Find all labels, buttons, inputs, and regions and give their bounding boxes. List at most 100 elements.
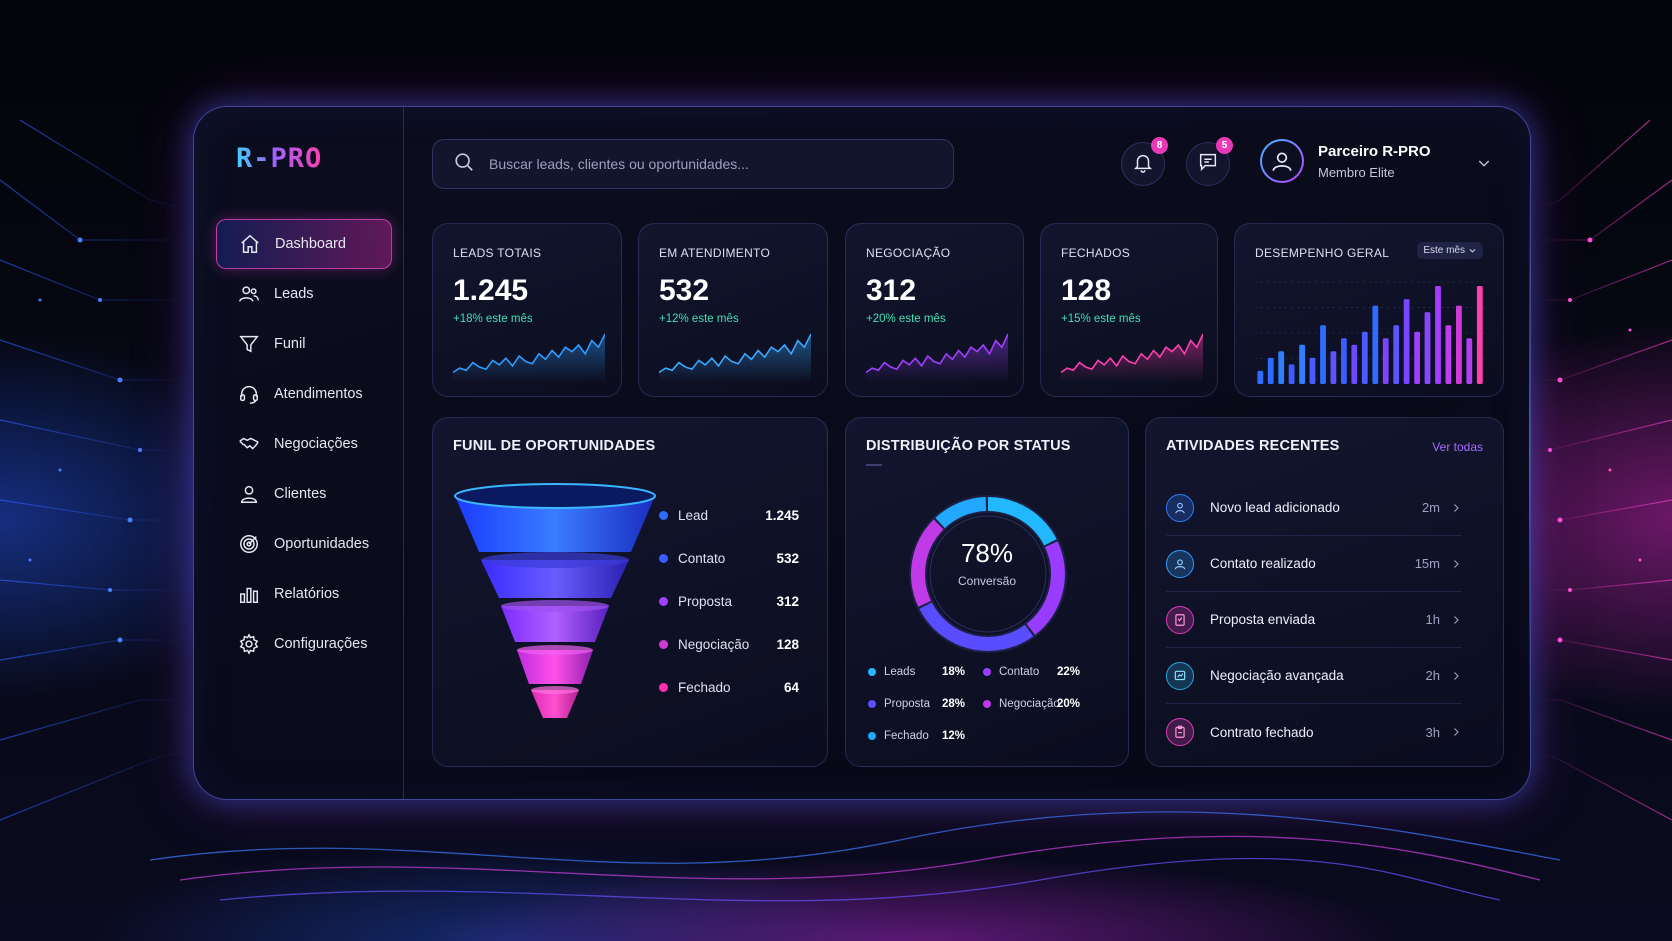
- legend-dot: [659, 640, 668, 649]
- donut-slice: [911, 519, 944, 607]
- funnel-stage-contato[interactable]: [481, 552, 629, 598]
- activity-item[interactable]: Proposta enviada 1h: [1166, 592, 1462, 648]
- period-select[interactable]: Este mês: [1417, 242, 1483, 259]
- legend-dot: [868, 700, 876, 708]
- sidebar-item-label: Clientes: [274, 486, 327, 502]
- legend-value: 22%: [1057, 666, 1081, 678]
- funnel-panel: FUNIL DE OPORTUNIDADES: [432, 417, 828, 767]
- performance-bar: [1341, 338, 1347, 384]
- period-select-label: Este mês: [1423, 245, 1465, 256]
- dashboard-window: R-PRO Dashboard Leads Funil: [193, 106, 1531, 800]
- performance-bar: [1476, 286, 1483, 384]
- funnel-stage-lead[interactable]: [454, 483, 656, 552]
- sidebar-item-label: Funil: [274, 336, 306, 352]
- sparkline-area: [453, 334, 605, 382]
- activity-title: Contato realizado: [1210, 556, 1316, 571]
- activity-title: Negociação avançada: [1210, 668, 1344, 683]
- activity-item[interactable]: Negociação avançada 2h: [1166, 648, 1462, 704]
- user-name: Parceiro R-PRO: [1318, 142, 1431, 160]
- kpi-card-negociacao[interactable]: NEGOCIAÇÃO 312 +20% este mês: [845, 223, 1024, 397]
- sparkline-area: [866, 334, 1008, 382]
- sidebar-item-clientes[interactable]: Clientes: [216, 469, 392, 519]
- sparkline: [866, 333, 1008, 382]
- sidebar-item-label: Configurações: [274, 636, 368, 652]
- recent-activities-panel: ATIVIDADES RECENTES Ver todas Novo lead …: [1145, 417, 1504, 767]
- kpi-card-fechados[interactable]: FECHADOS 128 +15% este mês: [1040, 223, 1218, 397]
- performance-bar: [1361, 331, 1368, 384]
- search-input[interactable]: [489, 156, 909, 172]
- title-underline: [866, 464, 882, 466]
- legend-label: Contato: [678, 551, 726, 566]
- funnel-legend: Lead 1.245 Contato 532 Proposta 312 Nego…: [659, 494, 799, 709]
- legend-dot: [868, 668, 876, 676]
- chevron-right-icon: [1454, 503, 1459, 512]
- activity-list: Novo lead adicionado 2m Contato realizad…: [1166, 480, 1462, 760]
- funnel-stage-negociacao[interactable]: [517, 645, 593, 684]
- status-legend-row: Leads 18% Contato 22%: [868, 656, 1098, 688]
- bell-icon: [1132, 151, 1154, 178]
- sparkline-line: [866, 333, 1008, 374]
- legend-label: Negociação: [678, 637, 750, 652]
- bar-chart-icon: [236, 581, 262, 607]
- sparkline-line: [453, 333, 605, 374]
- home-icon: [237, 231, 263, 257]
- sidebar-item-relatorios[interactable]: Relatórios: [216, 569, 392, 619]
- activity-item[interactable]: Contrato fechado 3h: [1166, 704, 1462, 760]
- notifications-button[interactable]: 8: [1121, 137, 1168, 186]
- legend-label: Proposta: [678, 594, 733, 609]
- performance-bar: [1278, 351, 1285, 384]
- activity-item[interactable]: Novo lead adicionado 2m: [1166, 480, 1462, 536]
- status-legend-item: Leads 18%: [868, 666, 983, 678]
- legend-value: 18%: [942, 666, 966, 678]
- kpi-value: 128: [1061, 274, 1112, 307]
- sidebar-item-dashboard[interactable]: Dashboard: [216, 219, 392, 269]
- sidebar-item-funil[interactable]: Funil: [216, 319, 392, 369]
- activity-item[interactable]: Contato realizado 15m: [1166, 536, 1462, 592]
- sidebar-item-negociacoes[interactable]: Negociações: [216, 419, 392, 469]
- performance-bar: [1456, 305, 1462, 384]
- status-legend-item: Proposta 28%: [868, 698, 983, 710]
- funnel-stage-proposta[interactable]: [501, 600, 609, 642]
- user-menu[interactable]: Parceiro R-PRO Membro Elite: [1260, 139, 1431, 183]
- legend-label: Fechado: [678, 680, 731, 695]
- sparkline-area: [659, 334, 811, 382]
- messages-button[interactable]: 5: [1186, 137, 1233, 186]
- performance-bar: [1445, 325, 1452, 384]
- performance-card: DESEMPENHO GERAL Este mês: [1234, 223, 1504, 397]
- document-icon: [1166, 605, 1194, 634]
- funnel-legend-row: Contato 532: [659, 537, 799, 580]
- funnel-stage-fechado[interactable]: [531, 686, 579, 718]
- kpi-delta: +15% este mês: [1061, 313, 1141, 325]
- contact-icon: [1166, 549, 1194, 578]
- kpi-delta: +18% este mês: [453, 313, 533, 325]
- sidebar-item-label: Dashboard: [275, 236, 346, 252]
- sidebar-item-configuracoes[interactable]: Configurações: [216, 619, 392, 669]
- users-icon: [236, 281, 262, 307]
- search-icon[interactable]: [453, 151, 475, 178]
- performance-title: DESEMPENHO GERAL: [1255, 246, 1390, 260]
- donut-slice: [987, 497, 1057, 546]
- status-legend-item: Fechado 12%: [868, 730, 990, 742]
- sidebar-item-atendimentos[interactable]: Atendimentos: [216, 369, 392, 419]
- activity-time: 1h: [1425, 612, 1440, 627]
- user-icon: [236, 481, 262, 507]
- sidebar-item-leads[interactable]: Leads: [216, 269, 392, 319]
- brand-logo: R-PRO: [236, 143, 323, 174]
- messages-badge: 5: [1216, 137, 1233, 154]
- funnel-legend-row: Lead 1.245: [659, 494, 799, 537]
- donut-center-value: 78%: [960, 538, 1014, 568]
- legend-value: 20%: [1057, 698, 1081, 710]
- performance-bar: [1351, 344, 1358, 384]
- chevron-right-icon: [1454, 728, 1459, 736]
- performance-bar: [1382, 338, 1389, 384]
- kpi-card-em-atendimento[interactable]: EM ATENDIMENTO 532 +12% este mês: [638, 223, 828, 397]
- kpi-card-leads-totais[interactable]: LEADS TOTAIS 1.245 +18% este mês: [432, 223, 622, 397]
- sidebar: R-PRO Dashboard Leads Funil: [194, 107, 404, 799]
- sidebar-item-oportunidades[interactable]: Oportunidades: [216, 519, 392, 569]
- sparkline-area: [1061, 334, 1203, 382]
- performance-bar: [1414, 331, 1420, 384]
- chevron-down-icon[interactable]: [1476, 155, 1492, 176]
- legend-value: 532: [776, 551, 799, 566]
- view-all-link[interactable]: Ver todas: [1432, 440, 1483, 454]
- activity-title: Proposta enviada: [1210, 612, 1316, 627]
